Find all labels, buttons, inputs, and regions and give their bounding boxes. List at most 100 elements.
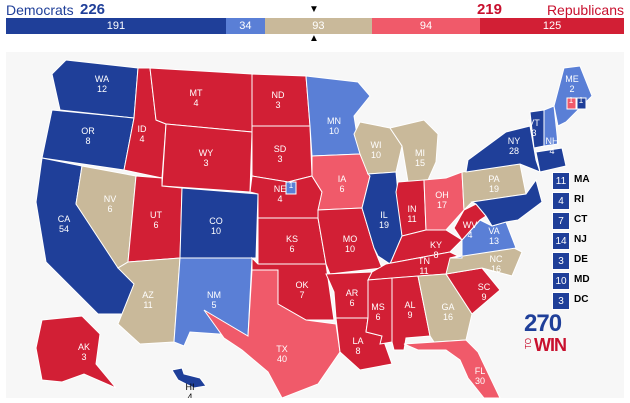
state-label-abbr: WI [371, 140, 382, 150]
state-TX[interactable] [203, 269, 341, 399]
state-NH[interactable] [543, 105, 559, 147]
state-WA[interactable] [51, 59, 139, 119]
state-label-abbr: MO [343, 234, 358, 244]
state-ME-district-box-red[interactable] [566, 97, 577, 110]
state-label-abbr: NE [274, 184, 287, 194]
small-state-abbr: RI [574, 194, 584, 205]
small-state-abbr: CT [574, 214, 588, 225]
electoral-vote-bar: 191 34 93 94 125 [6, 18, 624, 34]
state-label-abbr: CO [209, 216, 223, 226]
state-label-ev: 3 [203, 158, 208, 168]
small-state-abbr: DE [574, 254, 588, 265]
logo-win-text: WIN [534, 335, 567, 355]
state-FL[interactable] [403, 339, 501, 399]
small-state-abbr: NJ [574, 234, 587, 245]
small-state-ri[interactable]: 4 RI [552, 192, 622, 210]
state-CO[interactable] [179, 187, 259, 259]
state-label-ev: 3 [275, 100, 280, 110]
state-label-abbr: KY [430, 240, 442, 250]
map-area: WA 12 OR 8 CA 54 NV 6 ID 4 MT 4 WY 3 UT 6 AZ 11 CO 10 NM 5 ND 3… [6, 52, 624, 402]
state-label-ev: 54 [59, 224, 69, 234]
state-ND[interactable] [251, 73, 311, 127]
state-label-ev: 40 [277, 354, 287, 364]
270-marker-bottom-icon: ▲ [309, 33, 319, 44]
state-label-ev: 4 [277, 194, 282, 204]
state-label-abbr: UT [150, 210, 162, 220]
small-state-ev-box: 14 [552, 232, 570, 250]
state-NE-district-box[interactable] [285, 181, 297, 195]
state-MT[interactable] [149, 67, 253, 133]
state-MI[interactable] [389, 119, 439, 183]
state-label-abbr: NC [490, 254, 503, 264]
state-label-ev: 19 [489, 184, 499, 194]
state-label-abbr: NV [104, 194, 117, 204]
state-label-abbr: NM [207, 290, 221, 300]
state-label-abbr: AK [78, 342, 90, 352]
safe-rep-segment: 125 [480, 18, 624, 34]
state-AK[interactable] [35, 315, 117, 389]
state-HI[interactable] [171, 367, 207, 389]
state-ME[interactable] [553, 65, 593, 127]
small-state-md[interactable]: 10 MD [552, 272, 622, 290]
state-label-abbr: OH [435, 190, 449, 200]
state-VA[interactable] [449, 219, 517, 259]
state-label-abbr: HI [186, 382, 195, 392]
state-label-abbr: TN [418, 256, 430, 266]
likely-dem-segment: 34 [225, 18, 265, 34]
small-state-de[interactable]: 3 DE [552, 252, 622, 270]
state-label-abbr: IN [408, 204, 417, 214]
state-label-ev: 10 [371, 150, 381, 160]
state-labels: WA12OR8CA54NV6ID4MT4WY3UT6AZ11CO10NM5ND3… [58, 74, 584, 402]
state-label-ev: 6 [289, 244, 294, 254]
state-label-abbr: VT [528, 118, 540, 128]
state-label-ev: 1 [569, 96, 574, 105]
state-label-abbr: PA [488, 174, 499, 184]
state-label-ev: 8 [85, 136, 90, 146]
state-label-ev: 9 [407, 310, 412, 320]
democrats-label: Democrats [6, 2, 74, 18]
state-label-abbr: MI [415, 148, 425, 158]
republicans-count: 219 [476, 1, 502, 18]
state-label-ev: 5 [211, 300, 216, 310]
state-label-abbr: SD [274, 144, 287, 154]
state-label-ev: 16 [491, 264, 501, 274]
state-label-ev: 11 [407, 214, 416, 224]
small-state-ev-box: 3 [552, 292, 570, 310]
state-label-ev: 11 [419, 266, 428, 276]
state-mid-atlantic[interactable] [470, 178, 543, 227]
small-state-ev-box: 11 [552, 172, 570, 190]
small-state-ev-box: 4 [552, 192, 570, 210]
state-label-ev: 10 [345, 244, 355, 254]
safe-dem-segment: 191 [6, 18, 226, 34]
state-label-abbr: WV [463, 220, 478, 230]
small-state-abbr: DC [574, 294, 589, 305]
small-state-ev-box: 7 [552, 212, 570, 230]
state-label-ev: 6 [375, 312, 380, 322]
state-label-ev: 12 [97, 84, 107, 94]
state-label-ev: 4 [187, 392, 192, 398]
state-label-abbr: MT [190, 88, 203, 98]
likely-rep-segment: 94 [371, 18, 481, 34]
state-label-ev: 13 [489, 236, 499, 246]
header: Democrats 226 219 Republicans [0, 0, 630, 20]
state-label-ev: 8 [433, 250, 438, 260]
state-label-ev: 4 [193, 98, 198, 108]
state-ME-district-box-blue[interactable] [576, 97, 587, 110]
state-new-england-south[interactable] [535, 147, 567, 173]
small-state-ma[interactable]: 11 MA [552, 172, 622, 190]
state-NY[interactable] [465, 125, 541, 173]
small-state-ct[interactable]: 7 CT [552, 212, 622, 230]
state-label-abbr: IA [338, 174, 347, 184]
state-label-ev: 4 [139, 134, 144, 144]
state-label-ev: 19 [379, 220, 389, 230]
state-label-abbr: WA [95, 74, 109, 84]
state-label-abbr: GA [441, 302, 454, 312]
state-label-ev: 3 [277, 154, 282, 164]
small-state-nj[interactable]: 14 NJ [552, 232, 622, 250]
state-label-ev: 17 [437, 200, 447, 210]
small-state-dc[interactable]: 3 DC [552, 292, 622, 310]
logo-to-text: TO [524, 338, 533, 349]
state-label-ev: 6 [349, 298, 354, 308]
state-label-ev: 9 [481, 292, 486, 302]
state-label-ev: 1 [289, 181, 294, 190]
